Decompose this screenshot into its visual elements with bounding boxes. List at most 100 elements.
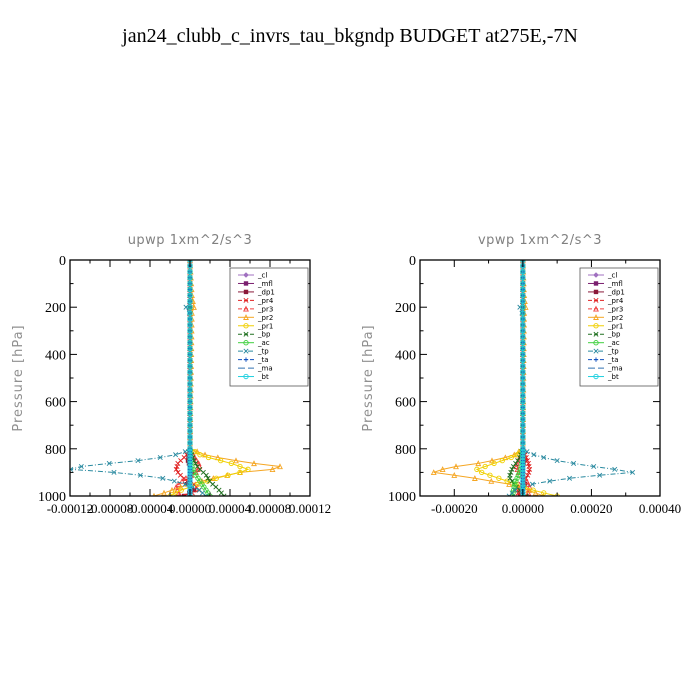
legend-label: _ta (257, 356, 269, 364)
series-pr1-marker (514, 452, 520, 458)
y-axis-label: Pressure [hPa] (11, 324, 26, 431)
series-bt-marker (520, 460, 526, 467)
series-bt-marker (520, 398, 526, 405)
y-tick-label: 800 (45, 443, 66, 458)
series-pr2-marker (269, 466, 276, 472)
series-bp-marker (221, 493, 227, 496)
y-tick-label: 200 (45, 301, 66, 316)
series-bt-marker (187, 478, 193, 484)
series-tp-marker (135, 458, 141, 464)
series-bp-marker (507, 475, 513, 481)
series-pr1-marker (508, 454, 514, 461)
series-pr4-marker (525, 472, 531, 478)
series-bt-marker (520, 446, 526, 452)
series-bt-marker (187, 351, 193, 358)
series-pr2-marker (471, 475, 478, 481)
legend-label: _ta (607, 356, 619, 364)
series-bp-marker (193, 460, 199, 466)
series-bt-marker (520, 387, 526, 393)
series-bt-marker (187, 472, 193, 478)
legend-label: _bp (607, 331, 621, 339)
series-bt-marker (187, 375, 193, 381)
series-ac-marker (511, 481, 518, 487)
legend-pr2-marker (243, 314, 249, 320)
legend-entry-dp1: _dp1 (238, 288, 275, 296)
legend-label: _ac (607, 339, 620, 347)
legend-entry-tp: _tp (238, 348, 269, 356)
series-bt-marker (187, 481, 193, 487)
legend-mfl-marker (593, 281, 599, 286)
legend-entry-pr4: _pr4 (588, 297, 624, 305)
series-bt-marker (187, 322, 193, 328)
series-pr2-marker (451, 472, 458, 478)
x-tick-label: -0.00020 (431, 501, 478, 516)
legend-label: _tp (607, 348, 619, 356)
series-pr2-marker (177, 483, 184, 490)
series-pr1-marker (496, 475, 502, 481)
legend-pr1-marker (243, 323, 249, 329)
series-pr2-marker (161, 489, 167, 496)
series-bt-marker (520, 434, 526, 440)
series-pr2-marker (169, 486, 175, 493)
series-tp-marker (70, 466, 74, 472)
series-bt-marker (187, 369, 193, 375)
legend-label: _ac (257, 339, 270, 347)
plot-area (70, 260, 283, 496)
series-tp-marker (137, 472, 143, 478)
series-pr1-marker (213, 475, 219, 481)
series-bt-marker (520, 472, 526, 478)
series-pr3-marker (179, 477, 186, 484)
legend-entry-mfl: _mfl (588, 280, 623, 288)
legend-pr3-marker (243, 305, 249, 312)
legend-label: _pr2 (257, 314, 273, 322)
series-pr4-marker (524, 458, 530, 464)
series-bp-marker (509, 466, 515, 472)
legend-label: _mfl (607, 280, 623, 288)
series-pr1-marker (487, 472, 493, 478)
legend-label: _mfl (257, 280, 273, 288)
series-bt-marker (520, 375, 526, 381)
legend-bp-marker (243, 331, 249, 337)
series-bt (520, 260, 526, 496)
series-bt-marker (520, 428, 526, 434)
series-pr2-marker (194, 448, 201, 455)
legend-label: _dp1 (607, 288, 625, 296)
legend-entry-pr2: _pr2 (588, 314, 623, 322)
series-ac-marker (513, 478, 519, 484)
y-tick-label: 1000 (38, 490, 66, 505)
legend-ta-marker (243, 357, 249, 362)
series-bp-marker (510, 463, 516, 470)
y-tick-label: 0 (409, 254, 416, 269)
x-tick-label: 0.00012 (289, 501, 331, 516)
x-tick-label: -0.00012 (47, 501, 94, 516)
upwp-panel: upwp 1xm^2/s^3 Pressure [hPa] 0 200 400 600 80… (11, 233, 331, 516)
series-bt-marker (187, 398, 193, 405)
legend-label: _pr4 (257, 297, 274, 305)
series-pr1-marker (197, 452, 203, 458)
series-bp-marker (515, 458, 521, 464)
series-pr1-marker (530, 487, 536, 493)
legend-entry-ma: _ma (588, 365, 623, 373)
series-bt-marker (187, 310, 193, 316)
y-tick-label: 400 (395, 348, 416, 363)
series-bt-marker (187, 463, 193, 470)
series-bt-marker (187, 466, 193, 472)
series-tp-marker (571, 460, 577, 466)
legend-label: _cl (257, 272, 267, 280)
series-bp (187, 260, 227, 496)
series-bt-marker (187, 280, 193, 287)
series-pr2-marker (202, 451, 208, 458)
series-bt-marker (520, 369, 526, 375)
series-pr2-marker (191, 303, 197, 310)
legend-entry-dp1: _dp1 (588, 288, 625, 296)
series-bt-marker (520, 334, 526, 340)
series-bt-marker (520, 422, 526, 428)
series-bt-marker (520, 475, 526, 481)
series-pr2-marker (453, 463, 459, 470)
series-bt-marker (187, 448, 193, 455)
series-bt-marker (187, 339, 193, 346)
series-pr2-marker (525, 486, 532, 493)
series-bt-marker (187, 422, 193, 428)
series-pr2-marker (488, 477, 495, 484)
series-pr1-marker (482, 463, 488, 470)
